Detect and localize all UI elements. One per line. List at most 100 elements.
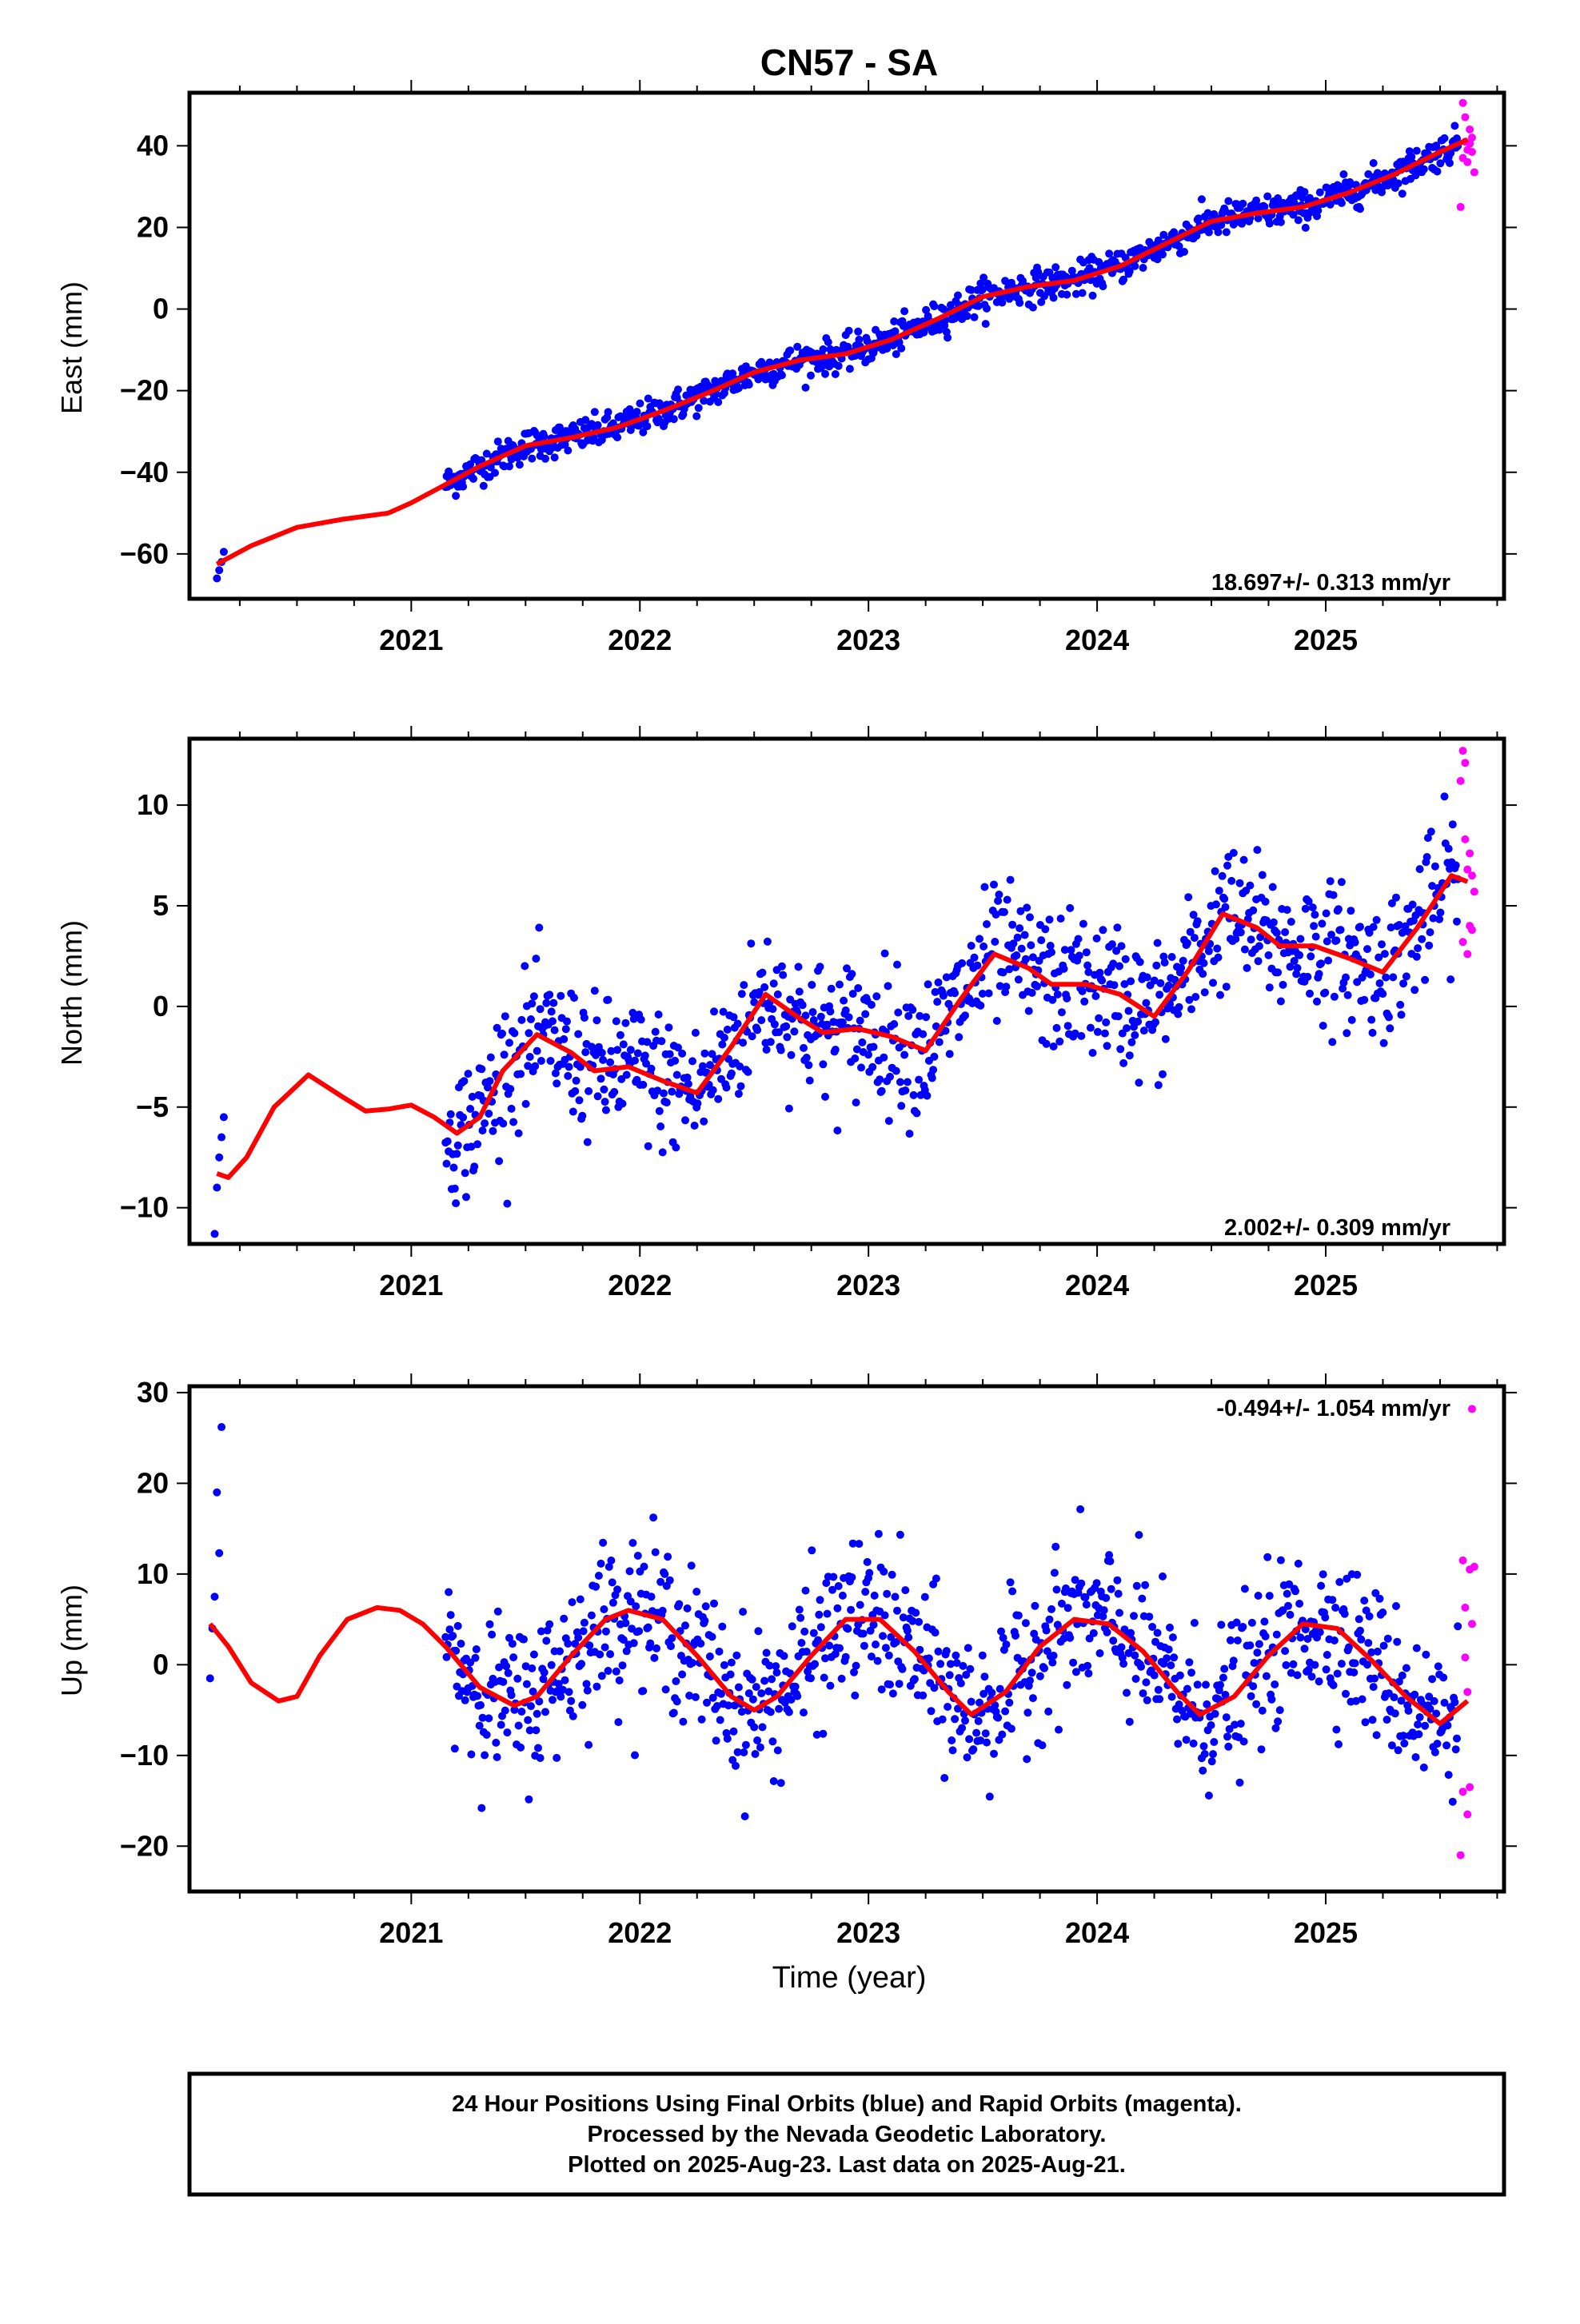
east-final-orbit-point — [980, 273, 988, 282]
up-final-orbit-point — [963, 1753, 972, 1762]
north-final-orbit-point — [1052, 1023, 1061, 1032]
north-final-orbit-point — [1015, 924, 1024, 933]
up-final-orbit-point — [733, 1748, 742, 1756]
up-final-orbit-point — [1315, 1628, 1324, 1636]
up-final-orbit-point — [493, 1753, 501, 1761]
up-final-orbit-point — [863, 1557, 872, 1566]
up-final-orbit-point — [1284, 1601, 1292, 1610]
up-final-orbit-point — [691, 1692, 700, 1701]
up-final-orbit-point — [880, 1567, 888, 1576]
up-final-orbit-point — [974, 1716, 983, 1725]
up-final-orbit-point — [477, 1700, 485, 1709]
north-final-orbit-point — [1023, 903, 1031, 912]
up-final-orbit-point — [976, 1736, 985, 1745]
east-final-orbit-point — [1051, 263, 1060, 272]
north-final-orbit-point — [833, 1126, 842, 1135]
north-final-orbit-point — [1363, 945, 1371, 954]
up-final-orbit-point — [740, 1812, 749, 1820]
up-final-orbit-point — [1337, 1660, 1346, 1668]
north-final-orbit-point — [1095, 1014, 1103, 1022]
up-final-orbit-point — [1167, 1692, 1176, 1701]
up-final-orbit-point — [752, 1683, 760, 1692]
east-final-orbit-point — [515, 460, 524, 469]
north-final-orbit-point — [1385, 1013, 1393, 1022]
up-final-orbit-point — [1145, 1612, 1154, 1621]
east-final-orbit-point — [1195, 214, 1203, 223]
up-final-orbit-point — [554, 1680, 563, 1688]
east-final-orbit-point — [1450, 122, 1459, 130]
north-final-orbit-point — [1049, 1042, 1058, 1050]
up-final-orbit-point — [932, 1574, 940, 1583]
up-final-orbit-point — [816, 1623, 825, 1632]
up-final-orbit-point — [1443, 1721, 1452, 1730]
east-final-orbit-point — [213, 574, 221, 583]
north-final-orbit-point — [877, 1086, 886, 1095]
up-final-orbit-point — [865, 1569, 874, 1577]
east-y-tick-label: 40 — [137, 129, 169, 161]
east-final-orbit-point — [1197, 195, 1206, 204]
up-final-orbit-point — [800, 1708, 808, 1717]
up-final-orbit-point — [896, 1530, 904, 1539]
up-final-orbit-point — [1328, 1596, 1337, 1604]
up-final-orbit-point — [956, 1679, 965, 1688]
north-final-orbit-point — [736, 1062, 744, 1070]
up-final-orbit-point — [866, 1626, 875, 1635]
north-final-orbit-point — [1156, 979, 1165, 987]
up-final-orbit-point — [784, 1708, 793, 1716]
east-final-orbit-point — [1105, 249, 1114, 258]
north-final-orbit-point — [642, 1059, 651, 1068]
north-final-orbit-point — [452, 1199, 461, 1208]
north-final-orbit-point — [919, 1030, 928, 1038]
up-final-orbit-point — [477, 1804, 486, 1812]
up-final-orbit-point — [919, 1691, 928, 1700]
up-final-orbit-point — [1044, 1707, 1053, 1716]
up-x-tick-label: 2021 — [379, 1916, 443, 1949]
up-final-orbit-point — [1394, 1677, 1403, 1686]
north-final-orbit-point — [763, 937, 772, 946]
north-final-orbit-point — [618, 1099, 627, 1108]
up-final-orbit-point — [580, 1618, 589, 1627]
up-final-orbit-point — [681, 1621, 689, 1630]
north-final-orbit-point — [1200, 988, 1209, 997]
up-final-orbit-point — [710, 1599, 718, 1608]
up-final-orbit-point — [1402, 1664, 1410, 1672]
north-final-orbit-point — [1303, 972, 1312, 981]
north-final-orbit-point — [1283, 906, 1291, 915]
up-final-orbit-point — [475, 1721, 484, 1730]
north-final-orbit-point — [1418, 935, 1426, 943]
up-final-orbit-point — [633, 1552, 642, 1560]
north-final-orbit-point — [897, 1102, 906, 1110]
north-final-orbit-point — [1401, 922, 1410, 931]
up-final-orbit-point — [1175, 1700, 1183, 1708]
north-final-orbit-point — [783, 1033, 792, 1042]
up-final-orbit-point — [814, 1636, 822, 1644]
up-final-orbit-point — [850, 1668, 858, 1676]
north-final-orbit-point — [1272, 928, 1281, 937]
up-final-orbit-point — [600, 1605, 608, 1613]
up-model-curve — [208, 1604, 1470, 1727]
up-final-orbit-point — [1257, 1745, 1266, 1754]
up-final-orbit-point — [720, 1660, 728, 1669]
up-final-orbit-point — [980, 1689, 988, 1698]
up-y-tick-label: 10 — [137, 1557, 169, 1590]
up-final-orbit-point — [837, 1674, 846, 1683]
up-final-orbit-point — [503, 1728, 512, 1737]
north-final-orbit-point — [583, 1138, 592, 1146]
north-final-orbit-point — [1123, 1024, 1131, 1033]
up-final-orbit-point — [888, 1570, 896, 1579]
north-final-orbit-point — [1337, 878, 1346, 887]
up-final-orbit-point — [910, 1675, 919, 1684]
up-final-orbit-point — [780, 1698, 789, 1707]
up-final-orbit-point — [1367, 1648, 1376, 1656]
north-final-orbit-point — [683, 1073, 692, 1082]
north-final-orbit-point — [493, 1023, 501, 1032]
up-final-orbit-point — [1217, 1620, 1226, 1629]
north-final-orbit-point — [1016, 907, 1025, 915]
up-final-orbit-point — [639, 1687, 648, 1696]
north-rate-label: 2.002+/- 0.309 mm/yr — [1224, 1215, 1450, 1241]
north-final-orbit-point — [565, 1062, 573, 1071]
east-final-orbit-point — [1419, 165, 1428, 173]
north-final-orbit-point — [551, 1069, 560, 1078]
east-final-orbit-point — [1339, 170, 1348, 178]
north-final-orbit-point — [473, 1140, 482, 1149]
